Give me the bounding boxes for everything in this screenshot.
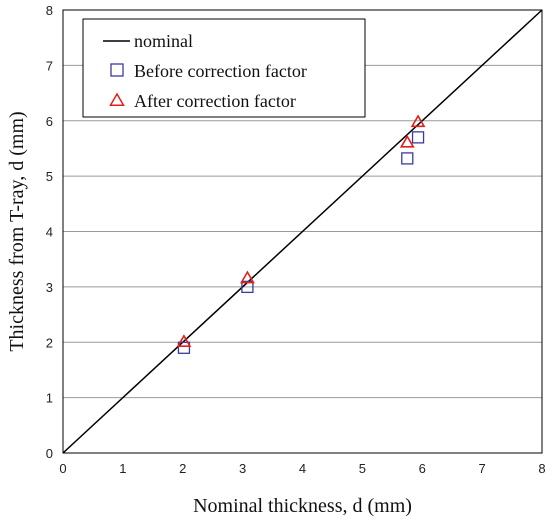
y-tick-label: 0: [46, 446, 53, 461]
x-tick-label: 7: [479, 461, 486, 476]
legend: nominal Before correction factor After c…: [82, 18, 366, 118]
after-correction-point: [399, 134, 415, 148]
legend-triangle-marker-swatch: [109, 92, 125, 107]
legend-square-marker-swatch: [110, 63, 124, 77]
before-correction-point: [411, 131, 425, 144]
legend-box: [82, 18, 366, 118]
x-tick-label: 1: [119, 461, 126, 476]
nominal-line: [62, 9, 543, 454]
series-layer: [62, 9, 543, 454]
y-tick-label: 8: [46, 3, 53, 18]
y-tick-labels: 0 1 2 3 4 5 6 7 8: [46, 3, 53, 461]
after-correction-point: [410, 114, 426, 128]
after-correction-point: [240, 270, 255, 284]
before-correction-point: [401, 152, 414, 165]
x-tick-label: 0: [59, 461, 66, 476]
before-correction-point: [177, 341, 191, 354]
x-tick-label: 3: [239, 461, 246, 476]
x-tick-label: 8: [538, 461, 545, 476]
x-tick-label: 2: [179, 461, 186, 476]
x-tick-label: 4: [299, 461, 306, 476]
y-tick-label: 3: [46, 280, 53, 295]
x-tick-label: 5: [359, 461, 366, 476]
legend-label-after: After correction factor: [134, 91, 296, 111]
y-axis-title: Thickness from T-ray, d (mm): [6, 111, 28, 351]
plot-frame: [62, 9, 543, 454]
y-tick-label: 2: [46, 335, 53, 350]
y-tick-label: 6: [46, 114, 53, 129]
y-tick-label: 7: [46, 58, 53, 73]
before-correction-point: [241, 280, 254, 294]
x-tick-labels: 0 1 2 3 4 5 6 7 8: [59, 461, 545, 476]
legend-label-before: Before correction factor: [134, 61, 307, 81]
x-tick-label: 6: [419, 461, 426, 476]
legend-label-nominal: nominal: [134, 31, 193, 51]
y-tick-label: 4: [46, 225, 53, 240]
y-tick-label: 1: [46, 391, 53, 406]
x-axis-title: Nominal thickness, d (mm): [193, 495, 412, 517]
y-tick-label: 5: [46, 169, 53, 184]
after-correction-point: [176, 334, 192, 347]
